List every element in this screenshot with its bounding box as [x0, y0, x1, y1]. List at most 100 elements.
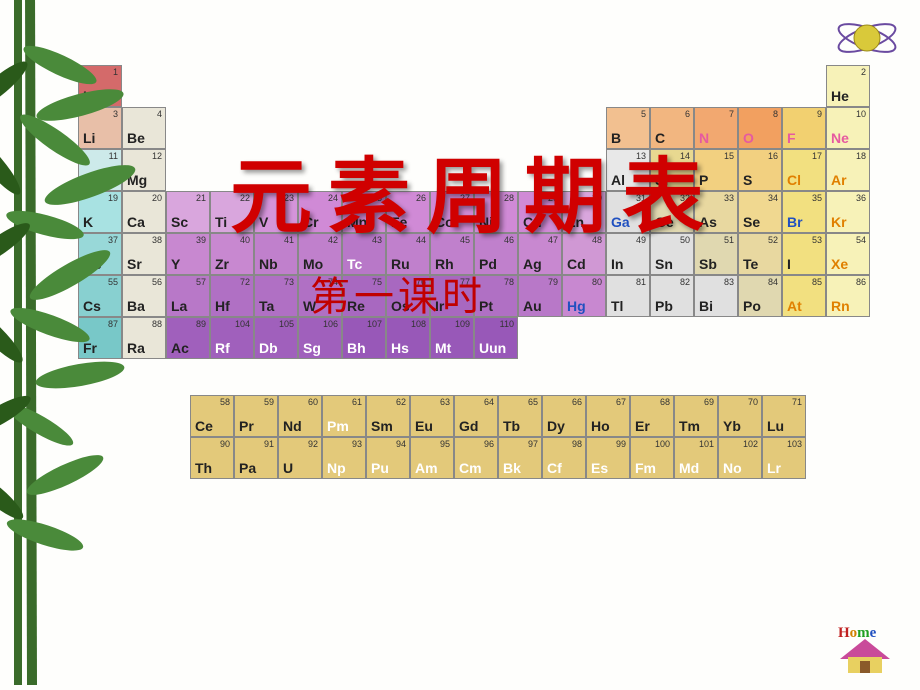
element-symbol: Ho: [591, 418, 610, 434]
atomic-number: 62: [396, 397, 406, 407]
element-cell-pm: 61Pm: [322, 395, 366, 437]
atomic-number: 34: [768, 193, 778, 203]
element-symbol: Th: [195, 460, 212, 476]
element-cell-dy: 66Dy: [542, 395, 586, 437]
element-symbol: Nd: [283, 418, 302, 434]
element-cell-he: 2He: [826, 65, 870, 107]
atomic-number: 85: [812, 277, 822, 287]
element-symbol: Sm: [371, 418, 393, 434]
element-symbol: Gd: [459, 418, 478, 434]
element-cell-te: 52Te: [738, 233, 782, 275]
element-cell-rn: 86Rn: [826, 275, 870, 317]
element-symbol: Pr: [239, 418, 254, 434]
atomic-number: 98: [572, 439, 582, 449]
element-symbol: Pu: [371, 460, 389, 476]
element-symbol: Sb: [699, 256, 717, 272]
atomic-number: 99: [616, 439, 626, 449]
element-cell-uun: 110Uun: [474, 317, 518, 359]
atomic-number: 105: [279, 319, 294, 329]
element-cell-tl: 81Tl: [606, 275, 650, 317]
element-cell-tb: 65Tb: [498, 395, 542, 437]
element-symbol: Pb: [655, 298, 673, 314]
element-cell-ho: 67Ho: [586, 395, 630, 437]
atomic-number: 4: [157, 109, 162, 119]
element-symbol: Se: [743, 214, 760, 230]
element-symbol: Cf: [547, 460, 562, 476]
atomic-number: 57: [196, 277, 206, 287]
element-cell-cm: 96Cm: [454, 437, 498, 479]
atomic-number: 79: [548, 277, 558, 287]
element-cell-no: 102No: [718, 437, 762, 479]
element-cell-cl: 17Cl: [782, 149, 826, 191]
atomic-number: 51: [724, 235, 734, 245]
atomic-number: 38: [152, 235, 162, 245]
element-cell-o: 8O: [738, 107, 782, 149]
element-symbol: Po: [743, 298, 761, 314]
atom-icon: [832, 8, 902, 68]
element-cell-ar: 18Ar: [826, 149, 870, 191]
element-symbol: Eu: [415, 418, 433, 434]
element-cell-nd: 60Nd: [278, 395, 322, 437]
atomic-number: 90: [220, 439, 230, 449]
element-symbol: Tb: [503, 418, 520, 434]
element-symbol: Hs: [391, 340, 409, 356]
element-symbol: Au: [523, 298, 542, 314]
atomic-number: 16: [768, 151, 778, 161]
element-symbol: Sn: [655, 256, 673, 272]
element-cell-er: 68Er: [630, 395, 674, 437]
atomic-number: 83: [724, 277, 734, 287]
element-symbol: Br: [787, 214, 803, 230]
element-symbol: Mt: [435, 340, 451, 356]
element-symbol: Lu: [767, 418, 784, 434]
element-symbol: In: [611, 256, 623, 272]
element-symbol: Ac: [171, 340, 189, 356]
element-cell-ta: 73Ta: [254, 275, 298, 317]
atomic-number: 6: [685, 109, 690, 119]
atomic-number: 21: [196, 193, 206, 203]
atomic-number: 71: [792, 397, 802, 407]
element-symbol: Bi: [699, 298, 713, 314]
element-symbol: S: [743, 172, 752, 188]
element-cell-sg: 106Sg: [298, 317, 342, 359]
element-symbol: Tm: [679, 418, 700, 434]
atomic-number: 102: [743, 439, 758, 449]
element-symbol: Sc: [171, 214, 188, 230]
element-cell-pu: 94Pu: [366, 437, 410, 479]
element-cell-pb: 82Pb: [650, 275, 694, 317]
element-cell-br: 35Br: [782, 191, 826, 233]
element-symbol: Cl: [787, 172, 801, 188]
atomic-number: 73: [284, 277, 294, 287]
element-symbol: Te: [743, 256, 758, 272]
atomic-number: 101: [699, 439, 714, 449]
element-cell-eu: 63Eu: [410, 395, 454, 437]
element-symbol: Hg: [567, 298, 586, 314]
element-cell-sc: 21 Sc: [166, 191, 210, 233]
element-cell-xe: 54Xe: [826, 233, 870, 275]
atomic-number: 33: [724, 193, 734, 203]
element-symbol: Kr: [831, 214, 847, 230]
element-cell-ce: 58Ce: [190, 395, 234, 437]
atomic-number: 58: [220, 397, 230, 407]
element-cell-at: 85 At: [782, 275, 826, 317]
atomic-number: 53: [812, 235, 822, 245]
element-cell-pa: 91Pa: [234, 437, 278, 479]
atomic-number: 96: [484, 439, 494, 449]
element-cell-se: 34 Se: [738, 191, 782, 233]
element-symbol: O: [743, 130, 754, 146]
atomic-number: 95: [440, 439, 450, 449]
element-symbol: Md: [679, 460, 699, 476]
element-cell-la: 57La: [166, 275, 210, 317]
element-cell-bk: 97Bk: [498, 437, 542, 479]
element-symbol: Y: [171, 256, 180, 272]
home-button[interactable]: Home: [830, 621, 900, 676]
element-cell-kr: 36Kr: [826, 191, 870, 233]
element-cell-au: 79 Au: [518, 275, 562, 317]
element-cell-f: 9F: [782, 107, 826, 149]
element-symbol: Lr: [767, 460, 781, 476]
element-symbol: Db: [259, 340, 278, 356]
element-symbol: Nb: [259, 256, 278, 272]
atomic-number: 93: [352, 439, 362, 449]
element-symbol: Np: [327, 460, 346, 476]
element-symbol: At: [787, 298, 802, 314]
atomic-number: 12: [152, 151, 162, 161]
